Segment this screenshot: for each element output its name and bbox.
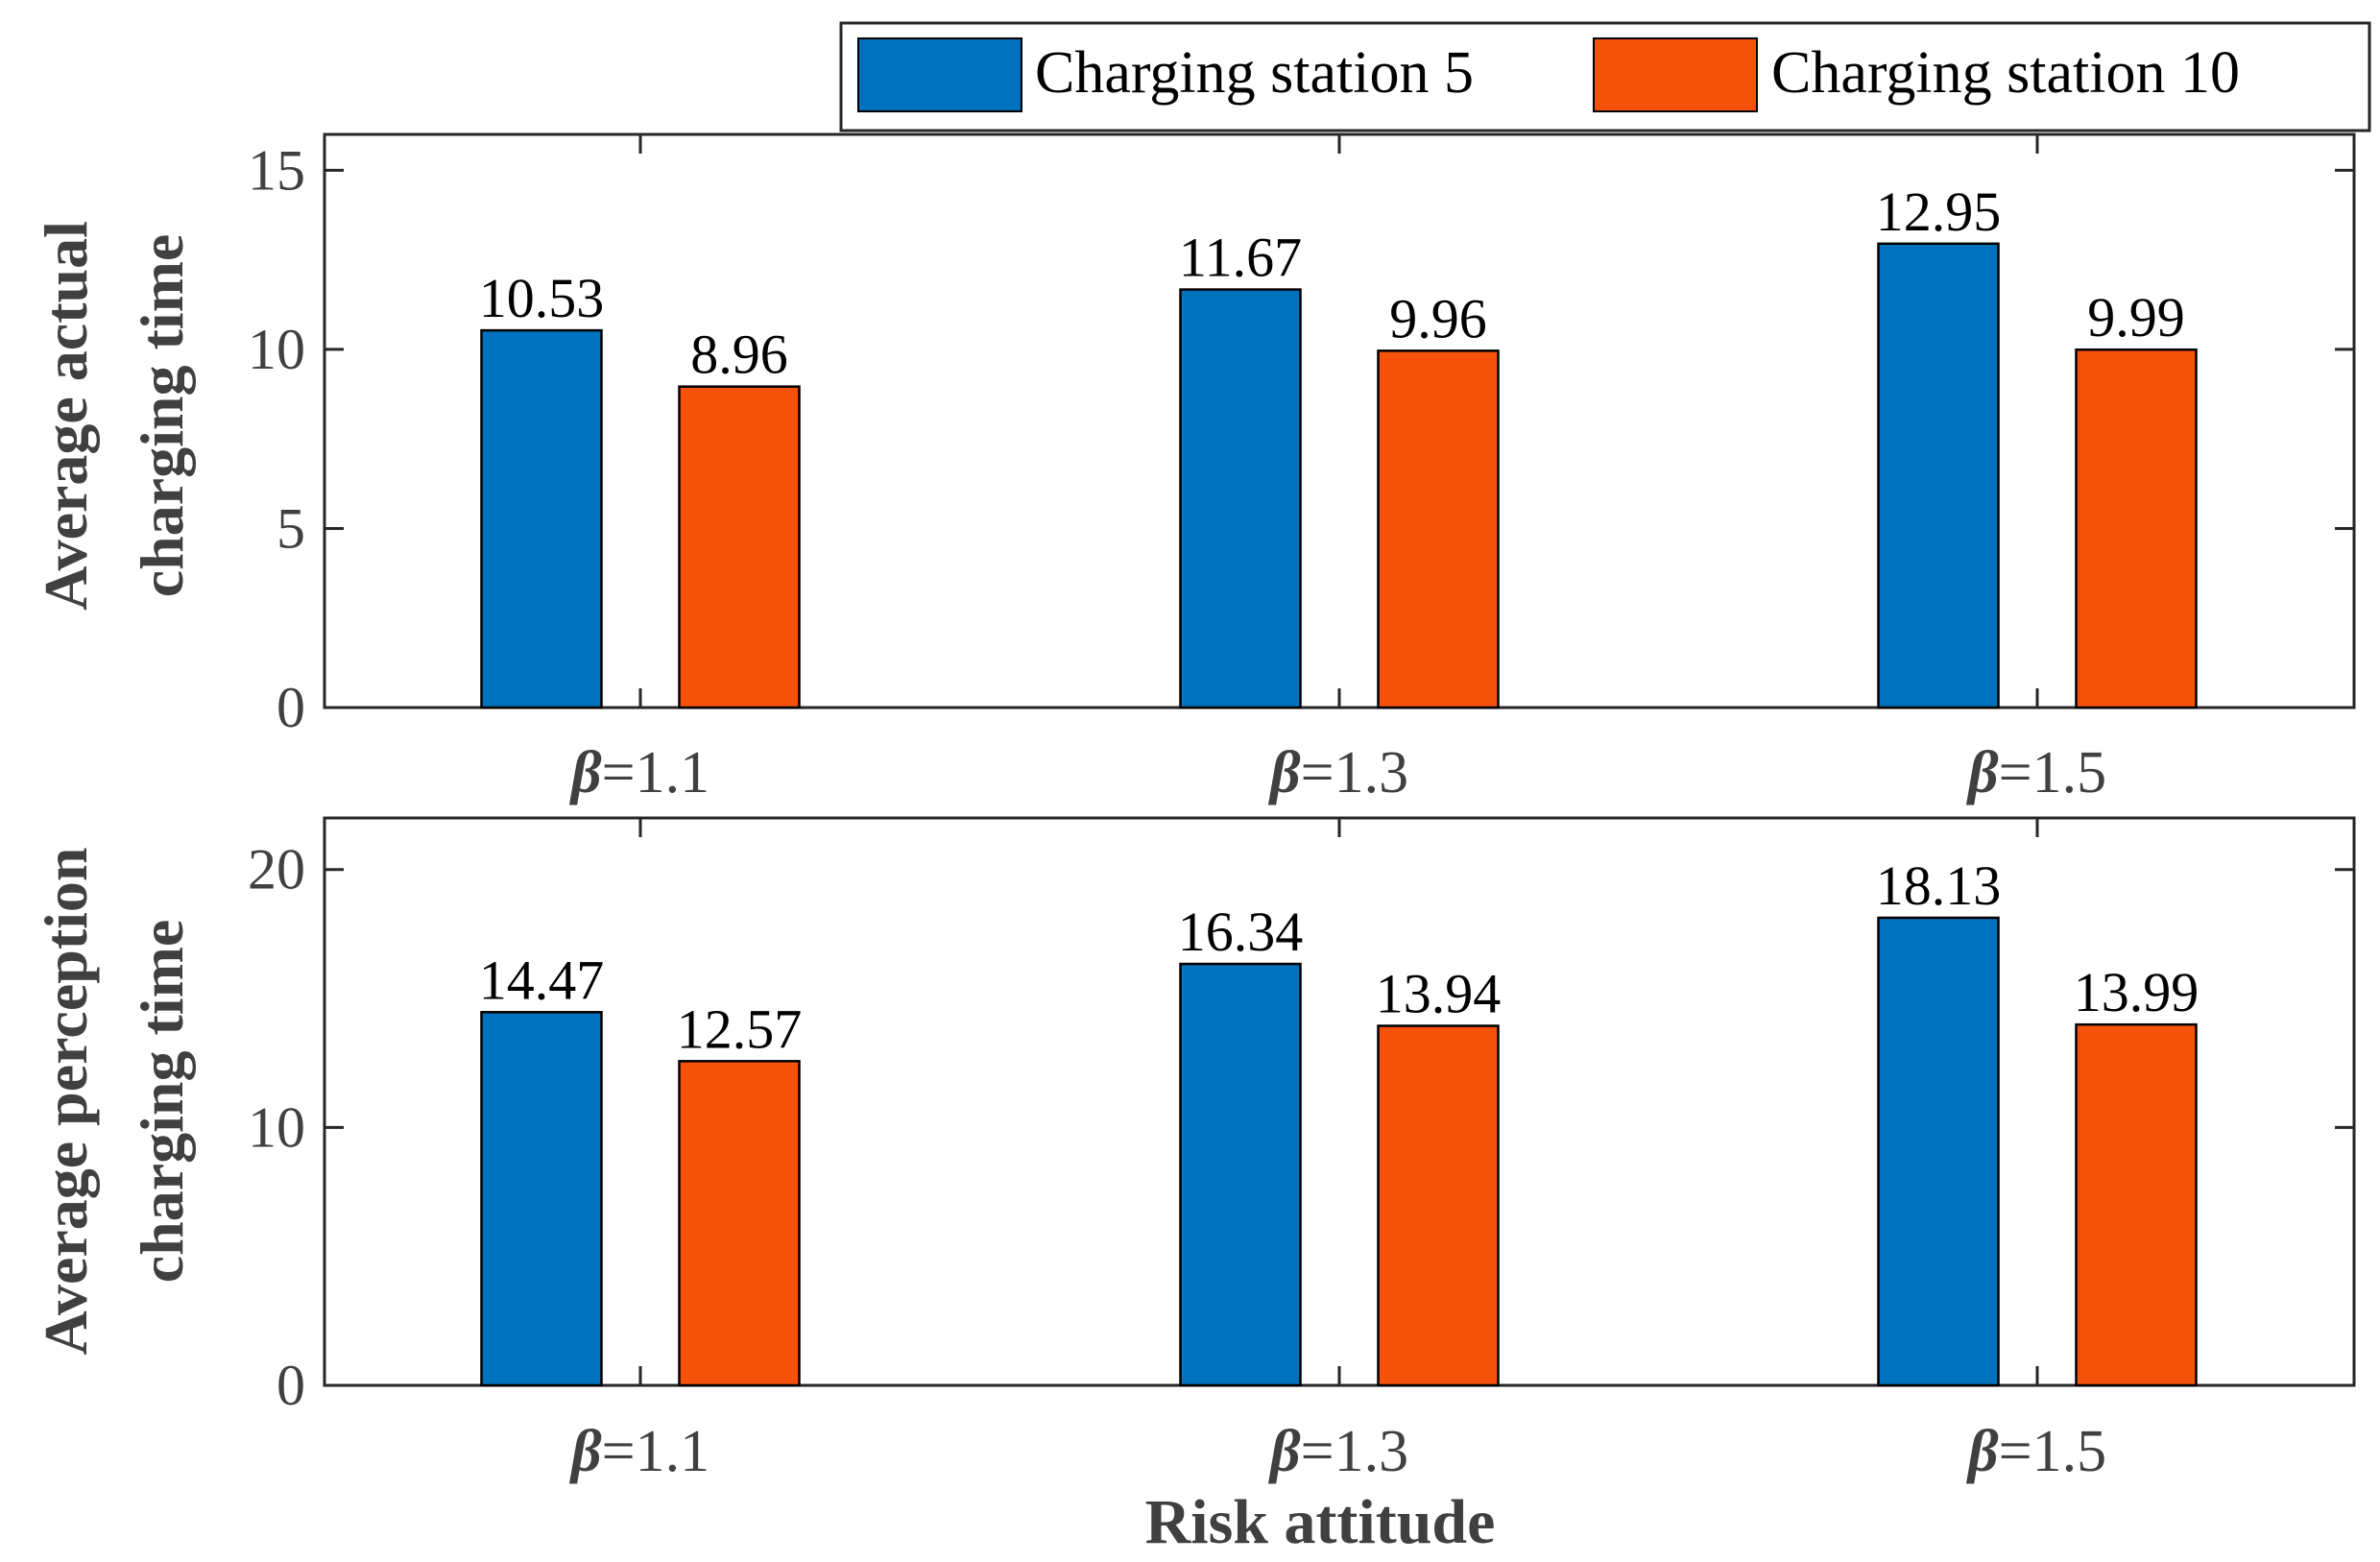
- bar: [1377, 1024, 1500, 1387]
- chart-legend: Charging station 5 Charging station 10: [839, 21, 2371, 132]
- legend-label-series-1: Charging station 5: [1035, 40, 1474, 106]
- bar-value-label: 9.96: [1389, 287, 1487, 349]
- bar-value-label: 12.57: [677, 997, 803, 1060]
- bar: [1877, 242, 2000, 709]
- bar: [2075, 348, 2198, 709]
- y-axis-title-line: Average actual: [32, 221, 100, 611]
- legend-swatch-series-2: [1593, 37, 1758, 112]
- y-tick-label: 10: [248, 318, 305, 381]
- x-tick-label-value: =1.1: [602, 1419, 709, 1484]
- bar-value-label: 11.67: [1179, 227, 1302, 289]
- x-tick-label-symbol: β: [569, 740, 602, 805]
- x-tick-label: β=1.5: [1966, 740, 2106, 805]
- x-tick-label: β=1.3: [1268, 1419, 1408, 1484]
- x-tick-label: β=1.1: [569, 1419, 709, 1484]
- x-tick-label-symbol: β: [569, 1419, 602, 1484]
- bar-value-label: 10.53: [479, 267, 605, 329]
- x-tick-label: β=1.3: [1268, 740, 1408, 805]
- axes-box: [323, 816, 2356, 1387]
- bar: [480, 1011, 603, 1387]
- bar: [678, 1060, 801, 1387]
- legend-swatch-series-1: [857, 37, 1022, 112]
- bar-value-label: 12.95: [1876, 180, 2002, 243]
- bar: [1377, 349, 1500, 709]
- x-axis-title: Risk attitude: [1145, 1487, 1496, 1557]
- bar-value-label: 16.34: [1178, 901, 1304, 963]
- x-tick-label-value: =1.5: [1999, 740, 2106, 805]
- legend-label-series-2: Charging station 10: [1771, 40, 2240, 106]
- bar: [1179, 288, 1302, 709]
- x-tick-label-symbol: β: [1966, 1419, 1999, 1484]
- y-axis-title-line: Average perception: [32, 847, 100, 1355]
- x-tick-label-value: =1.3: [1301, 1419, 1408, 1484]
- bar-value-label: 8.96: [690, 324, 788, 386]
- bar: [480, 328, 603, 709]
- y-axis-title-line: charging time: [128, 234, 196, 598]
- bar-value-label: 13.99: [2074, 961, 2200, 1023]
- y-tick-label: 15: [248, 138, 305, 202]
- x-tick-label-symbol: β: [1966, 740, 1999, 805]
- x-tick-label-symbol: β: [1268, 1419, 1301, 1484]
- x-tick-label-value: =1.5: [1999, 1419, 2106, 1484]
- y-tick-label: 10: [248, 1095, 305, 1159]
- x-tick-label-symbol: β: [1268, 740, 1301, 805]
- bar: [1877, 916, 2000, 1387]
- y-axis-title-line: charging time: [128, 920, 196, 1284]
- x-tick-label: β=1.5: [1966, 1419, 2106, 1484]
- bar-value-label: 18.13: [1876, 854, 2002, 917]
- x-tick-label-value: =1.3: [1301, 740, 1408, 805]
- y-tick-label: 0: [276, 676, 305, 739]
- y-tick-label: 5: [276, 496, 305, 560]
- y-tick-label: 20: [248, 838, 305, 901]
- axes-box: [323, 132, 2356, 709]
- x-tick-label: β=1.1: [569, 740, 709, 805]
- bar: [2075, 1022, 2198, 1387]
- bar-value-label: 13.94: [1376, 963, 1502, 1025]
- bar: [678, 385, 801, 709]
- bar: [1179, 962, 1302, 1387]
- x-tick-label-value: =1.1: [602, 740, 709, 805]
- bar-value-label: 9.99: [2087, 286, 2185, 348]
- bar-value-label: 14.47: [479, 949, 605, 1011]
- y-tick-label: 0: [276, 1354, 305, 1417]
